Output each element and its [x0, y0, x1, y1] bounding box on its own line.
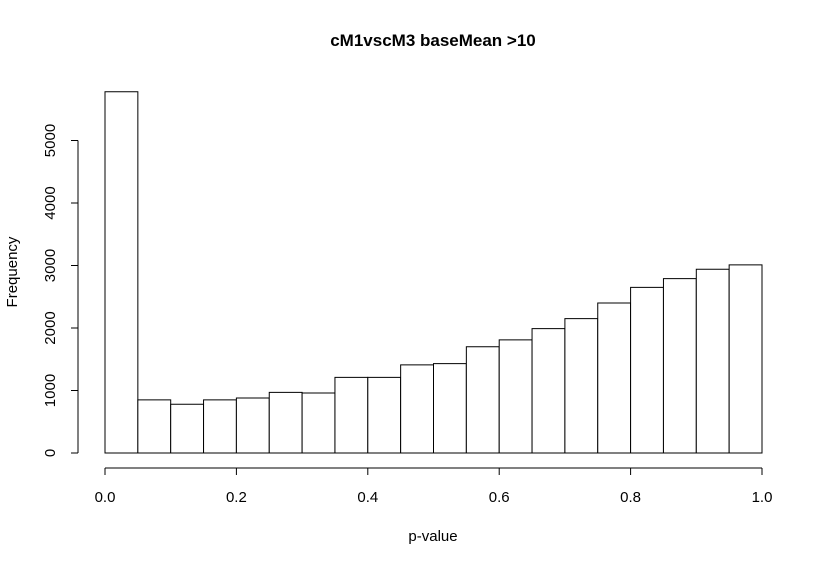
y-axis: 0 1000 2000 3000 4000 5000 — [42, 124, 79, 457]
x-tick-label: 0.6 — [489, 489, 510, 506]
bars-group — [104, 91, 763, 454]
x-tick-label: 0.8 — [620, 489, 641, 506]
y-tick-label: 3000 — [42, 249, 59, 282]
histogram-bar — [203, 399, 237, 454]
y-tick-label: 1000 — [42, 374, 59, 407]
x-tick-label: 0.4 — [357, 489, 378, 506]
histogram-bar — [728, 264, 763, 454]
histogram-bar — [498, 339, 533, 454]
x-tick-label: 1.0 — [752, 489, 773, 506]
y-tick-label: 5000 — [42, 124, 59, 157]
y-tick-label: 2000 — [42, 311, 59, 344]
histogram-bar — [235, 397, 270, 454]
histogram-bar — [531, 328, 566, 454]
x-axis-label: p-value — [408, 528, 457, 545]
x-tick-label: 0.0 — [95, 489, 116, 506]
y-tick-label: 0 — [42, 449, 59, 457]
y-tick-label: 4000 — [42, 186, 59, 219]
histogram-bar — [465, 346, 500, 454]
x-axis: 0.0 0.2 0.4 0.6 0.8 1.0 — [95, 467, 773, 506]
histogram-bar — [334, 376, 369, 454]
y-axis-label: Frequency — [4, 236, 21, 307]
histogram-bar — [367, 376, 402, 454]
histogram-bar — [597, 302, 632, 454]
histogram-bar — [301, 392, 336, 454]
histogram-bar — [400, 364, 434, 454]
histogram-bar — [433, 363, 467, 454]
histogram-bar — [104, 91, 139, 454]
histogram-bar — [564, 318, 599, 454]
histogram-bar — [170, 403, 205, 454]
histogram-bar — [137, 399, 172, 454]
x-tick-label: 0.2 — [226, 489, 247, 506]
chart-title: cM1vscM3 baseMean >10 — [330, 31, 536, 50]
histogram-bar — [695, 268, 730, 454]
histogram-bar — [630, 286, 664, 454]
histogram-bar — [268, 391, 303, 454]
histogram-bar — [662, 278, 697, 454]
